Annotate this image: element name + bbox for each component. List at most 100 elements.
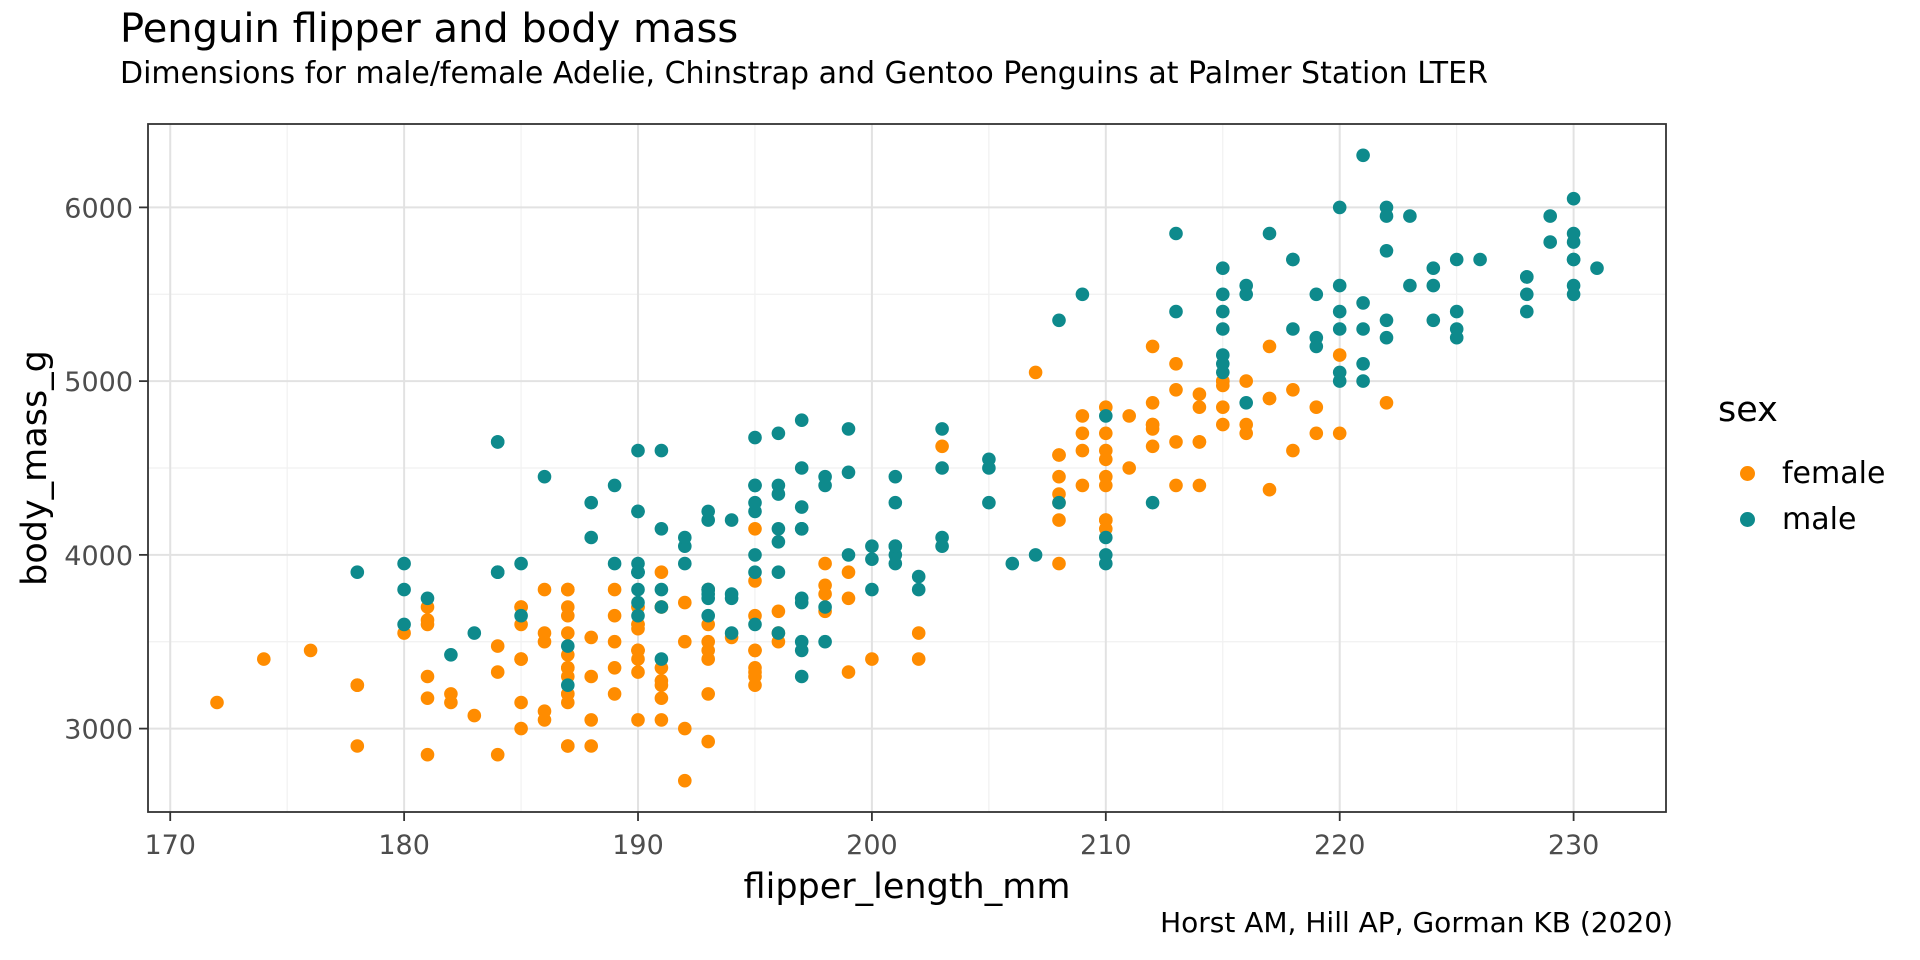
data-point <box>771 535 786 549</box>
data-point <box>1216 417 1230 432</box>
data-point <box>1332 200 1347 215</box>
plot-subtitle: Dimensions for male/female Adelie, Chins… <box>120 56 1488 91</box>
data-point <box>537 469 552 484</box>
data-point <box>1309 426 1324 441</box>
data-point <box>935 539 949 553</box>
data-point <box>1192 400 1207 415</box>
data-point <box>467 626 482 640</box>
data-point <box>1216 287 1230 302</box>
y-tick-label: 3000 <box>64 715 133 746</box>
data-point <box>841 591 856 606</box>
data-point <box>561 626 575 640</box>
data-point <box>654 582 669 597</box>
data-point <box>350 565 365 579</box>
data-point <box>911 652 926 666</box>
data-point <box>818 556 832 571</box>
data-point <box>1099 426 1113 441</box>
data-point <box>678 773 692 788</box>
data-point <box>350 678 365 692</box>
data-point <box>771 565 786 579</box>
data-point <box>678 595 692 610</box>
data-point <box>537 582 552 597</box>
data-point <box>1309 400 1324 415</box>
data-point <box>794 500 809 514</box>
data-point <box>865 582 879 597</box>
data-point <box>654 678 669 692</box>
data-point <box>1262 339 1277 354</box>
data-point <box>1379 244 1394 258</box>
data-point <box>771 522 786 536</box>
data-point <box>841 565 856 579</box>
data-point <box>1005 556 1020 571</box>
data-point <box>561 608 575 623</box>
data-point <box>1099 409 1113 423</box>
data-point <box>1286 252 1300 267</box>
points-female <box>210 339 1394 788</box>
data-point <box>584 713 598 727</box>
data-point <box>561 639 575 653</box>
data-point <box>748 430 762 445</box>
data-point <box>420 747 435 762</box>
data-point <box>771 626 786 640</box>
data-point <box>607 687 622 701</box>
data-point <box>1052 556 1066 571</box>
data-point <box>514 556 528 571</box>
data-point <box>1332 304 1347 319</box>
data-point <box>561 582 575 597</box>
data-point <box>584 495 598 510</box>
data-point <box>748 495 762 510</box>
data-point <box>841 465 856 480</box>
data-point <box>701 608 715 623</box>
data-point <box>654 691 669 705</box>
data-point <box>537 626 552 640</box>
data-point <box>1192 478 1207 493</box>
data-point <box>607 634 622 649</box>
x-tick-label: 190 <box>612 830 664 861</box>
data-point <box>1309 330 1324 345</box>
plot-title: Penguin flipper and body mass <box>120 6 739 52</box>
legend-label-female: female <box>1782 456 1886 491</box>
data-point <box>1239 396 1253 410</box>
data-point <box>1356 322 1370 336</box>
data-point <box>1216 400 1230 415</box>
data-point <box>420 617 435 632</box>
y-tick-label: 4000 <box>64 541 133 572</box>
data-point <box>1239 426 1253 441</box>
data-point <box>514 721 528 736</box>
data-point <box>1216 378 1230 393</box>
x-axis-title: flipper_length_mm <box>744 867 1071 907</box>
data-point <box>982 461 996 475</box>
data-point <box>1332 278 1347 293</box>
data-point <box>794 461 809 475</box>
data-point <box>654 443 669 458</box>
data-point <box>1566 191 1581 206</box>
data-point <box>1379 330 1394 345</box>
data-point <box>1356 148 1370 163</box>
data-point <box>1122 409 1136 423</box>
data-point <box>654 652 669 666</box>
data-point <box>397 556 411 571</box>
data-point <box>1543 209 1557 223</box>
data-point <box>1543 235 1557 249</box>
data-point <box>1449 330 1464 345</box>
data-point <box>1052 313 1066 328</box>
data-point <box>1239 374 1253 388</box>
data-point <box>561 678 575 692</box>
data-point <box>748 548 762 562</box>
data-point <box>1262 226 1277 241</box>
data-point <box>1590 261 1604 276</box>
data-point <box>1099 530 1113 545</box>
data-point <box>210 695 224 710</box>
data-point <box>1169 304 1183 319</box>
data-point <box>1286 443 1300 458</box>
data-point <box>1099 513 1113 527</box>
data-point <box>1566 226 1581 241</box>
legend-item-male: male <box>1740 502 1856 537</box>
data-point <box>1122 461 1136 475</box>
data-point <box>631 504 645 519</box>
data-point <box>1075 287 1090 302</box>
data-point <box>1028 365 1043 380</box>
data-point <box>1145 396 1160 410</box>
data-point <box>794 413 809 428</box>
legend: sex female male <box>1718 390 1885 537</box>
